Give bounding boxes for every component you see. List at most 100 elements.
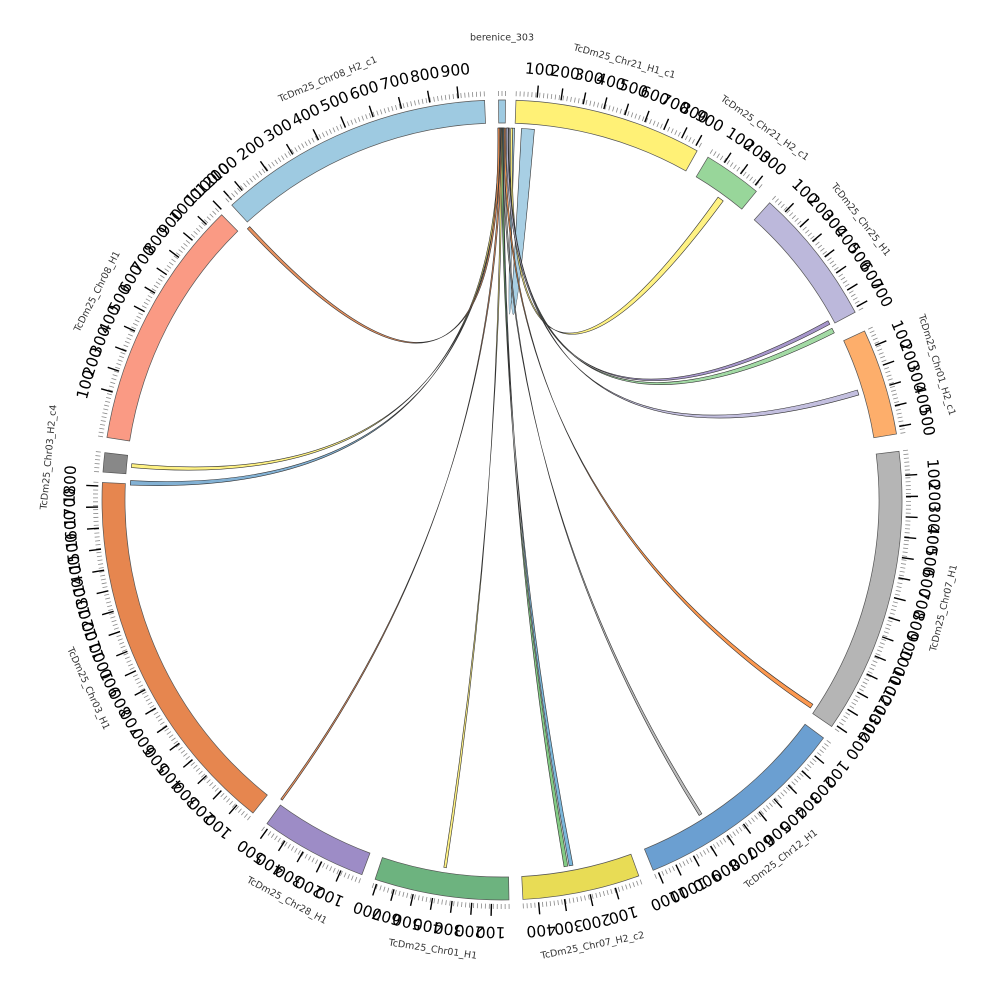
minor-tick (237, 808, 242, 813)
minor-tick (325, 864, 329, 870)
minor-tick (274, 159, 278, 165)
major-tick (182, 232, 193, 241)
minor-tick (123, 652, 129, 656)
minor-tick (104, 404, 110, 407)
minor-tick (145, 698, 151, 702)
minor-tick (372, 111, 375, 117)
major-tick (856, 300, 868, 308)
minor-tick (709, 846, 713, 851)
minor-tick (900, 432, 906, 434)
segment-berenice_303: berenice_303 (470, 33, 534, 124)
minor-tick (546, 93, 549, 99)
major-tick (426, 90, 431, 103)
minor-tick (249, 177, 253, 183)
minor-tick (834, 267, 839, 271)
minor-tick (383, 108, 386, 114)
minor-tick (794, 778, 799, 783)
minor-tick (149, 291, 155, 295)
minor-tick (887, 378, 893, 381)
minor-tick (95, 455, 101, 457)
minor-tick (379, 885, 382, 891)
tick-label: 200 (925, 481, 943, 511)
minor-tick (543, 93, 545, 99)
tick-label: 100 (524, 59, 555, 80)
tick-label: 700 (866, 276, 896, 311)
minor-tick (872, 660, 878, 664)
minor-tick (138, 684, 144, 688)
minor-tick (99, 423, 106, 426)
minor-tick (112, 623, 118, 627)
major-tick (904, 536, 917, 540)
minor-tick (889, 612, 895, 615)
minor-tick (206, 779, 211, 784)
minor-tick (120, 351, 126, 355)
minor-tick (127, 333, 133, 337)
minor-tick (882, 634, 888, 638)
minor-tick (780, 203, 785, 209)
minor-tick (688, 137, 692, 142)
link-ribbon-chr21_h2_c1 (510, 127, 724, 335)
minor-tick (106, 601, 112, 604)
minor-tick (844, 283, 850, 287)
tick-label: 500 (317, 88, 351, 116)
minor-tick (151, 288, 157, 292)
minor-tick (885, 627, 891, 630)
minor-tick (888, 382, 894, 385)
minor-tick (855, 695, 861, 699)
minor-tick (572, 897, 575, 903)
major-tick (787, 784, 798, 795)
major-tick (866, 673, 878, 680)
minor-tick (402, 891, 405, 897)
minor-tick (140, 688, 145, 692)
major-tick (101, 610, 114, 616)
minor-tick (826, 739, 832, 744)
minor-tick (318, 134, 322, 139)
minor-tick (98, 563, 104, 565)
link-ribbon-chr28_h1 (280, 127, 502, 801)
major-tick (114, 346, 127, 352)
major-tick (801, 770, 812, 780)
minor-tick (147, 701, 153, 705)
minor-tick (878, 352, 884, 355)
minor-tick (840, 276, 846, 281)
major-tick (824, 249, 835, 258)
minor-tick (131, 326, 137, 330)
minor-tick (850, 293, 856, 297)
minor-tick (166, 731, 172, 735)
minor-tick (143, 694, 149, 699)
minor-tick (155, 281, 161, 285)
minor-tick (340, 870, 343, 876)
major-tick (372, 883, 378, 896)
tick-label: 400 (412, 914, 444, 937)
major-tick (96, 590, 109, 595)
minor-tick (123, 344, 129, 348)
minor-tick (831, 263, 837, 268)
minor-tick (852, 297, 858, 301)
minor-tick (807, 764, 812, 769)
minor-tick (116, 634, 122, 638)
minor-tick (827, 257, 832, 261)
minor-tick (869, 667, 875, 671)
tick-label: 700 (378, 69, 411, 94)
minor-tick (274, 835, 278, 841)
major-tick (390, 889, 395, 902)
minor-tick (689, 857, 693, 863)
minor-tick (786, 209, 791, 214)
minor-tick (102, 412, 108, 415)
minor-tick (110, 616, 116, 619)
minor-tick (357, 116, 361, 122)
minor-tick (670, 128, 674, 134)
minor-tick (109, 612, 115, 615)
minor-tick (780, 792, 785, 797)
minor-tick (822, 251, 827, 255)
minor-tick (817, 752, 822, 757)
minor-tick (105, 597, 111, 600)
minor-tick (113, 370, 119, 373)
minor-tick (398, 104, 401, 110)
minor-tick (325, 130, 329, 136)
minor-tick (134, 319, 140, 323)
major-tick (563, 899, 568, 912)
minor-tick (672, 866, 675, 872)
minor-tick (712, 844, 717, 849)
